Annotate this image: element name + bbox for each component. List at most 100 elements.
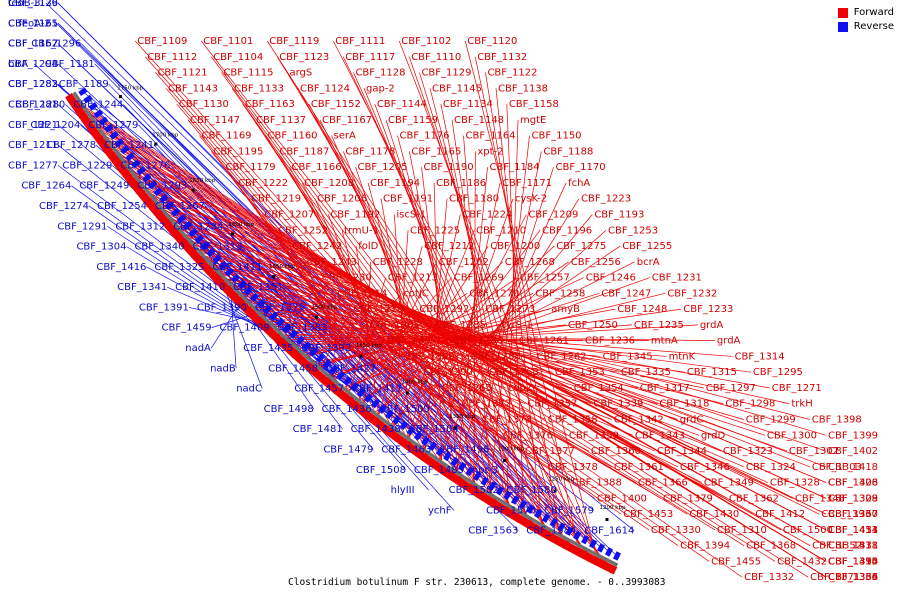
reverse-gene: [565, 526, 574, 536]
reverse-gene-label: CBF_1157: [8, 39, 58, 50]
forward-gene: [460, 480, 470, 490]
forward-gene: [258, 320, 268, 330]
forward-gene-label: amyB: [551, 304, 580, 315]
forward-gene: [367, 413, 376, 424]
forward-gene-label: CBF_1150: [532, 131, 582, 142]
forward-gene: [87, 124, 97, 134]
leader-line: [200, 40, 611, 569]
forward-gene-label: CBF_1345: [603, 351, 653, 362]
reverse-gene-label: CBF_1277: [8, 160, 58, 171]
reverse-gene: [413, 431, 423, 441]
leader-line: [385, 229, 607, 430]
reverse-gene-label: CBF_1508: [356, 465, 406, 476]
forward-gene: [294, 353, 304, 363]
forward-gene: [538, 527, 547, 537]
reverse-gene: [329, 365, 339, 375]
forward-gene-label: CBF_1332: [744, 572, 794, 583]
forward-gene-label: CBF_1232: [667, 288, 717, 299]
reverse-gene: [170, 207, 181, 217]
forward-gene: [603, 561, 612, 572]
forward-gene: [89, 127, 99, 136]
forward-gene: [195, 256, 205, 266]
forward-gene: [231, 293, 241, 304]
reverse-gene: [269, 311, 279, 321]
leader-line: [223, 285, 526, 405]
forward-gene-label: CBF_1400: [597, 493, 647, 504]
forward-gene-label: tyrS-1: [502, 320, 532, 331]
reverse-gene: [534, 509, 543, 519]
reverse-gene: [480, 476, 490, 486]
leader-line: [314, 308, 418, 373]
forward-gene-label: CBF_1138: [498, 83, 548, 94]
forward-gene: [587, 554, 596, 564]
forward-gene: [514, 513, 523, 524]
reverse-gene: [510, 495, 520, 505]
reverse-gene-label: CBF_1254: [97, 201, 147, 212]
forward-gene: [457, 478, 467, 488]
forward-gene: [112, 157, 122, 167]
forward-gene: [315, 371, 325, 382]
forward-gene-label: CBF_1306: [828, 478, 878, 489]
forward-gene-label: CBF_1367: [828, 509, 878, 520]
forward-gene-label: CBF_1178: [345, 146, 395, 157]
reverse-gene-label: CBF_1485: [414, 465, 464, 476]
forward-gene-label: CBF_1331: [828, 541, 878, 552]
reverse-gene: [322, 359, 332, 369]
forward-gene: [440, 466, 450, 477]
leader-line: [118, 164, 827, 515]
reverse-gene-label: CBF_1375: [255, 302, 305, 313]
forward-gene-label: copZ: [508, 383, 533, 394]
reverse-gene-label: CBF_1496: [439, 445, 489, 456]
forward-gene: [609, 565, 618, 575]
forward-gene-label: CBF_1119: [269, 36, 319, 47]
forward-gene: [138, 190, 148, 200]
forward-gene: [581, 550, 590, 561]
forward-gene: [568, 544, 578, 554]
reverse-gene-label: ychF: [428, 505, 452, 516]
forward-gene-label: CBF_1373: [482, 415, 532, 426]
forward-gene-label: CBF_1376: [503, 430, 553, 441]
forward-gene: [358, 407, 368, 417]
forward-gene-label: CBF_1297: [706, 383, 756, 394]
legend-reverse: Reverse: [837, 20, 894, 34]
forward-gene: [133, 185, 144, 195]
reverse-gene-label: nadA: [185, 343, 211, 354]
forward-gene: [556, 537, 565, 548]
forward-gene: [69, 98, 79, 108]
forward-gene-label: CBF_1169: [202, 131, 252, 142]
forward-gene: [599, 560, 608, 570]
kbp-tick-mark: [605, 517, 609, 521]
reverse-gene-label: CBF_1204: [30, 120, 80, 131]
forward-gene: [274, 334, 284, 345]
reverse-gene: [104, 123, 114, 133]
reverse-gene-label: CBF_1427: [326, 363, 376, 374]
leader-line: [89, 125, 776, 562]
forward-gene: [109, 155, 120, 164]
reverse-gene-label: CBF_1264: [21, 181, 71, 192]
forward-gene: [65, 93, 75, 102]
forward-gene: [268, 330, 279, 340]
reverse-gene-label: CBF_1181: [45, 59, 95, 70]
reverse-gene-label: CBF_1139: [8, 0, 58, 9]
forward-gene: [502, 506, 511, 516]
forward-gene: [162, 219, 173, 229]
forward-gene-label: CBF_1133: [234, 83, 284, 94]
forward-gene: [281, 342, 291, 352]
reverse-gene-label: feoB-3: [8, 0, 41, 9]
forward-gene-label: CBF_1208: [304, 178, 354, 189]
forward-gene: [216, 278, 226, 289]
forward-gene: [523, 518, 532, 529]
forward-gene-label: CBF_1354: [574, 383, 624, 394]
forward-gene: [71, 101, 81, 111]
forward-gene-label: CBF_1268: [505, 257, 555, 268]
reverse-gene-label: CBF_1463: [381, 445, 431, 456]
reverse-gene: [406, 425, 416, 436]
leader-line: [107, 225, 369, 399]
reverse-gene-label: CBF_1211: [8, 140, 58, 151]
reverse-gene-label: CBF_1410: [175, 282, 225, 293]
forward-gene: [490, 499, 499, 509]
forward-gene-label: CBF_1130: [179, 99, 229, 110]
forward-gene: [183, 243, 193, 253]
reverse-gene-label: CBF_1563: [468, 526, 518, 537]
leader-line: [171, 229, 827, 452]
